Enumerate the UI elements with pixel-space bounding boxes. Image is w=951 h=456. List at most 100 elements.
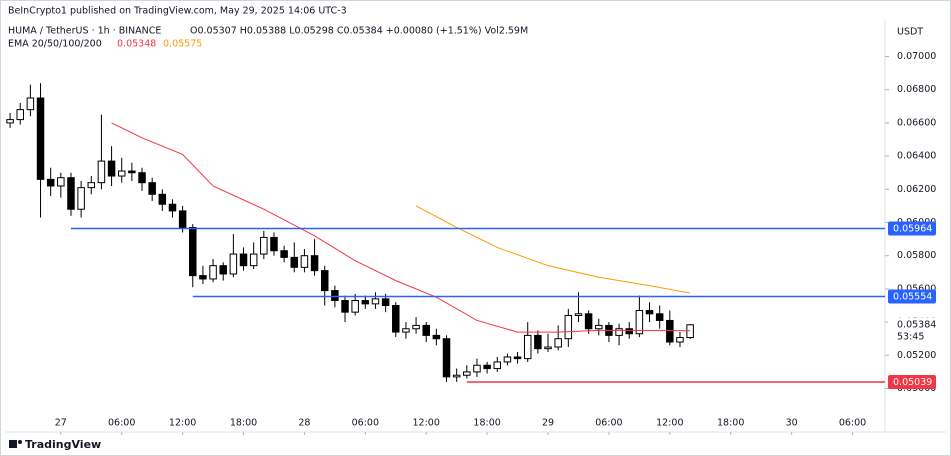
- x-tick-label: 30: [786, 418, 798, 429]
- candle-body: [463, 371, 471, 376]
- x-tick-label: 12:00: [169, 418, 196, 429]
- x-tick-label: 12:00: [656, 418, 683, 429]
- candle-body: [239, 253, 248, 267]
- level-label-box: [888, 221, 936, 236]
- x-tick-label: 18:00: [473, 418, 500, 429]
- candle-body: [412, 324, 420, 330]
- level-label: 0.05039: [893, 377, 932, 388]
- candle-body: [6, 119, 14, 124]
- x-tick-label: 18:00: [717, 418, 744, 429]
- x-tick-label: 18:00: [230, 418, 257, 429]
- candle-body: [422, 324, 430, 336]
- level-label: 0.05554: [893, 292, 932, 303]
- indicator-value: 0.05575: [163, 39, 202, 50]
- candle-body: [158, 193, 167, 205]
- candle-body: [635, 309, 644, 335]
- y-tick-label: 0.06600: [897, 117, 936, 128]
- candle-body: [36, 97, 45, 180]
- candle-body: [655, 313, 664, 321]
- candle-body: [615, 328, 623, 336]
- candle-body: [168, 203, 177, 212]
- indicator-legend: EMA 20/50/100/200: [8, 39, 102, 50]
- currency: USDT: [897, 27, 923, 38]
- x-tick-label: 28: [298, 418, 310, 429]
- candle-body: [331, 290, 339, 302]
- candle-body: [320, 270, 329, 292]
- candle-body: [523, 334, 532, 360]
- candle-body: [432, 334, 441, 340]
- symbol: HUMA / TetherUS · 1h · BINANCE: [8, 26, 161, 37]
- candle-body: [148, 182, 156, 195]
- candle-body: [229, 253, 238, 275]
- candle-body: [117, 170, 126, 177]
- level-label-box: [888, 289, 936, 304]
- y-tick-label: 0.06800: [897, 84, 936, 95]
- y-tick-label: 0.06400: [897, 151, 936, 162]
- candle-body: [371, 298, 380, 305]
- x-tick-label: 27: [55, 418, 67, 429]
- candle-body: [574, 313, 583, 316]
- candle-body: [280, 250, 288, 258]
- x-tick-label: 06:00: [595, 418, 622, 429]
- candle-body: [392, 305, 400, 333]
- brand-logo: [9, 440, 22, 448]
- ema-line: [111, 122, 691, 333]
- candle-body: [625, 328, 633, 335]
- candle-body: [310, 255, 319, 272]
- candle-body: [341, 300, 349, 313]
- x-tick-label: 06:00: [108, 418, 135, 429]
- candle-body: [442, 338, 451, 378]
- level-label-box: [888, 375, 936, 390]
- last-price-box: [888, 317, 936, 345]
- candle-body: [77, 187, 85, 210]
- candle-body: [178, 210, 187, 228]
- candle-body: [645, 309, 654, 315]
- candle-body: [270, 236, 278, 252]
- candle-body: [128, 170, 136, 174]
- candle-body: [381, 298, 390, 307]
- x-tick-label: 06:00: [352, 418, 379, 429]
- candle-body: [544, 346, 552, 350]
- candle-body: [676, 337, 684, 343]
- brand: TradingView: [25, 438, 101, 451]
- candle-body: [402, 328, 410, 333]
- x-tick-label: 29: [542, 418, 554, 429]
- candle-body: [87, 182, 96, 189]
- candle-body: [249, 253, 258, 267]
- publisher: BeInCrypto1 published on TradingView.com…: [8, 6, 347, 17]
- candle-body: [503, 356, 512, 363]
- level-label: 0.05964: [893, 223, 932, 234]
- y-tick-label: 0.05200: [897, 350, 936, 361]
- countdown: 53:45: [897, 331, 924, 342]
- candle-body: [534, 334, 542, 350]
- candle-body: [260, 236, 268, 255]
- candle-body: [452, 374, 461, 378]
- candle-body: [189, 226, 197, 277]
- candle-body: [554, 338, 562, 348]
- candle-body: [138, 172, 146, 184]
- indicator-value: 0.05348: [117, 39, 156, 50]
- candle-body: [67, 177, 75, 210]
- y-tick-label: 0.05600: [897, 283, 936, 294]
- y-tick-label: 0.05800: [897, 250, 936, 261]
- candle-body: [199, 275, 207, 280]
- candle-body: [300, 255, 309, 268]
- last-price: 0.05384: [897, 319, 936, 330]
- candle-body: [513, 356, 522, 360]
- candle-body: [16, 109, 24, 121]
- ema-line: [415, 205, 691, 294]
- candle-body: [483, 364, 491, 370]
- candle-body: [666, 319, 674, 343]
- candle-body: [107, 160, 116, 177]
- y-tick-label: 0.07000: [897, 51, 936, 62]
- candle-body: [290, 256, 299, 268]
- candle-body: [595, 324, 603, 330]
- candle-body: [219, 265, 227, 275]
- y-tick-label: 0.06200: [897, 184, 936, 195]
- candle-body: [564, 314, 573, 340]
- candle-body: [493, 361, 502, 370]
- x-tick-label: 06:00: [839, 418, 866, 429]
- candle-body: [46, 178, 55, 187]
- candle-body: [209, 265, 217, 280]
